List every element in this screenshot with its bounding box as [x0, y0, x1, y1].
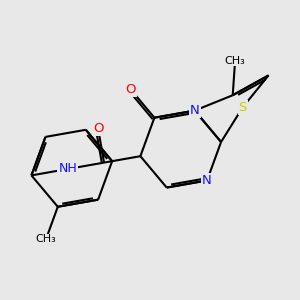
Text: NH: NH [58, 163, 77, 176]
Text: O: O [93, 122, 103, 135]
Text: CH₃: CH₃ [225, 56, 245, 65]
Text: N: N [190, 104, 200, 117]
Text: O: O [125, 83, 136, 96]
Text: S: S [238, 101, 247, 114]
Text: N: N [202, 174, 212, 187]
Text: CH₃: CH₃ [35, 235, 56, 244]
